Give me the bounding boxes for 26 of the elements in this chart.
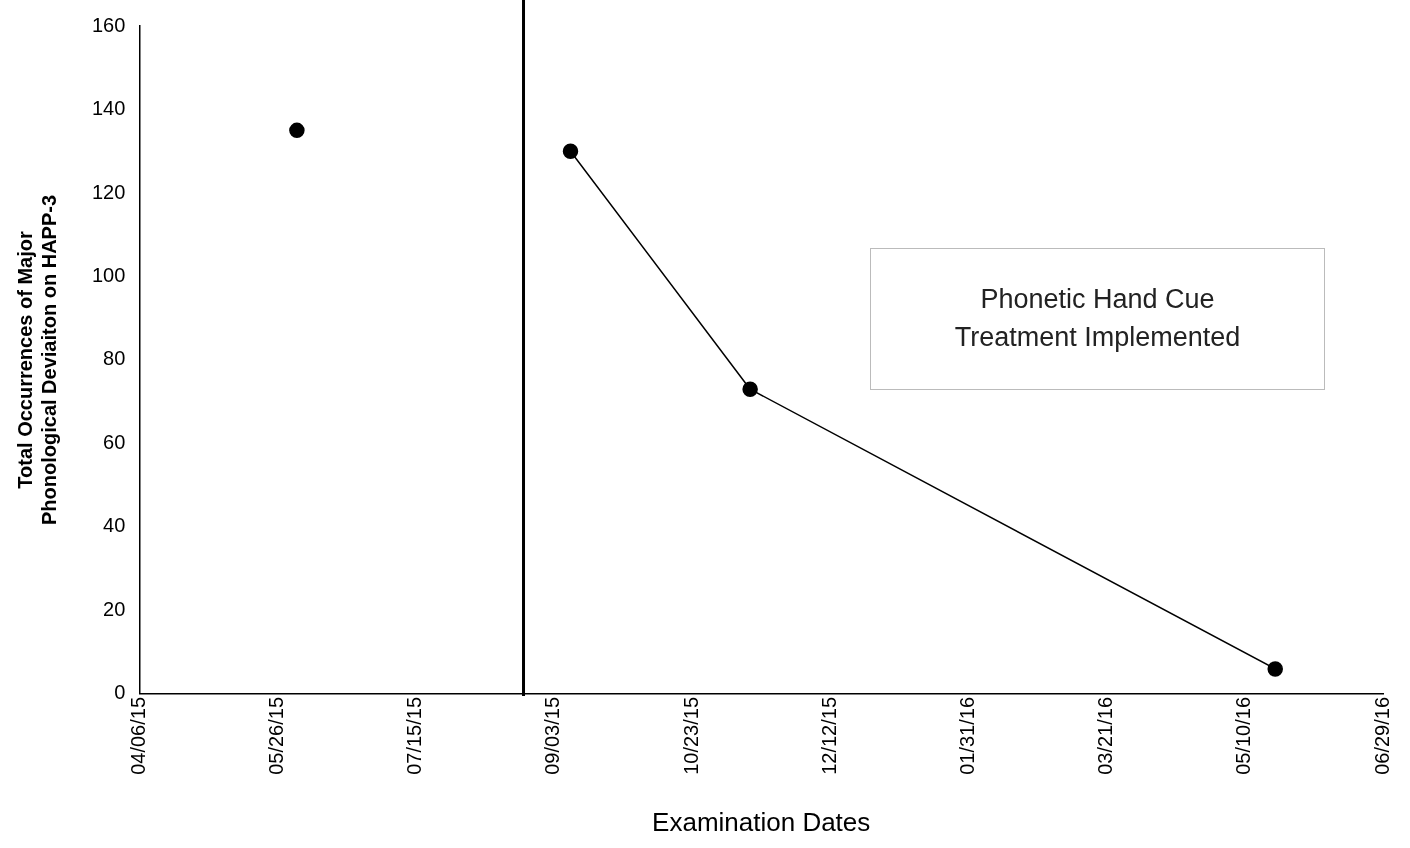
x-tick-label: 06/29/16 <box>1370 696 1393 775</box>
x-axis-title: Examination Dates <box>652 806 871 837</box>
y-axis-title: Total Occurrences of Major Phonological Deviaiton on HAPP-3 <box>13 194 60 525</box>
annotation: Phonetic Hand Cue Treatment Implemented <box>870 248 1325 390</box>
x-tick-label: 09/03/15 <box>541 696 564 775</box>
point <box>562 143 579 159</box>
x-tick-label: 05/10/16 <box>1232 696 1255 775</box>
point <box>742 381 758 397</box>
y-tick-label: 160 <box>91 13 126 36</box>
y-tick-label: 0 <box>114 681 126 704</box>
y-tick-label: 40 <box>103 514 126 537</box>
y-tick-label: 140 <box>91 97 126 120</box>
point <box>289 122 305 139</box>
x-tick-label: 10/23/15 <box>679 696 702 775</box>
x-tick-label: 04/06/15 <box>126 696 149 775</box>
y-tick-label: 20 <box>103 597 126 620</box>
x-tick-label: 05/26/15 <box>265 696 288 775</box>
y-tick-label: 60 <box>103 430 126 453</box>
y-tick-label: 100 <box>91 264 126 286</box>
y-tick-label: 80 <box>103 347 126 370</box>
x-tick-label: 12/12/15 <box>817 696 840 775</box>
y-tick-label: 120 <box>91 180 126 203</box>
point <box>1267 661 1283 677</box>
x-tick-label: 01/31/16 <box>955 696 978 775</box>
x-tick-label: 03/21/16 <box>1094 696 1117 775</box>
x-tick-label: 07/15/15 <box>403 696 426 775</box>
